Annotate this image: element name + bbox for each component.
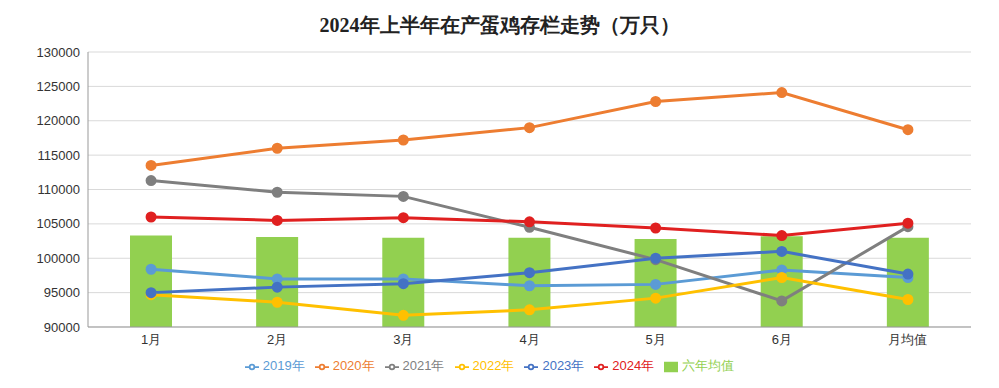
html-text:2021年: 2021年 [402,358,445,373]
svg-text:1月: 1月 [141,332,161,347]
html-text:2024年: 2024年 [612,358,655,373]
html-text:2020年: 2020年 [332,358,375,373]
svg-text:110000: 110000 [38,182,80,197]
svg-text:月均值: 月均值 [888,332,927,347]
html-text:2023年: 2023年 [542,358,585,373]
svg-text:6月: 6月 [772,332,792,347]
svg-text:3月: 3月 [393,332,413,347]
html-text:2024年上半年在产蛋鸡存栏走势（万只）: 2024年上半年在产蛋鸡存栏走势（万只） [319,14,680,36]
svg-text:105000: 105000 [37,216,80,231]
svg-text:90000: 90000 [44,320,80,335]
svg-text:4月: 4月 [519,332,539,347]
svg-text:125000: 125000 [37,79,80,94]
svg-text:100000: 100000 [37,251,80,266]
svg-text:130000: 130000 [37,45,80,60]
html-text:2019年: 2019年 [262,358,305,373]
svg-text:5月: 5月 [646,332,666,347]
svg-text:120000: 120000 [37,113,80,128]
svg-text:2月: 2月 [267,332,287,347]
svg-text:115000: 115000 [38,148,80,163]
html-text:2022年: 2022年 [472,358,515,373]
svg-text:95000: 95000 [44,285,80,300]
html-text:六年均值: 六年均值 [682,358,735,373]
